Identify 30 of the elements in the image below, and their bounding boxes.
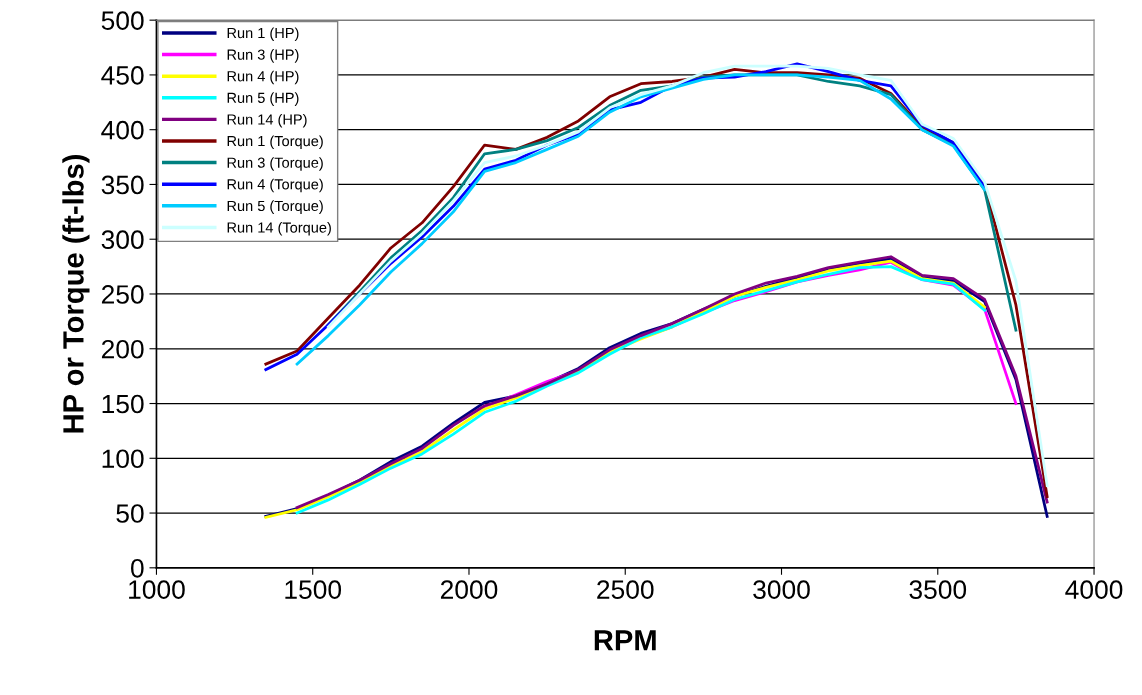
legend-label: Run 14 (HP): [227, 113, 307, 128]
x-axis-title: RPM: [594, 630, 656, 651]
legend-label: Run 1 (Torque): [227, 135, 323, 150]
legend-label: Run 14 (Torque): [227, 221, 331, 236]
y-tick-label: 500: [101, 11, 144, 30]
legend-label: Run 1 (HP): [227, 27, 299, 42]
x-tick-label: 1000: [129, 580, 185, 599]
legend-label: Run 3 (Torque): [227, 157, 323, 171]
y-tick-label: 450: [101, 66, 144, 85]
x-tick-label: 4000: [1065, 580, 1123, 599]
legend-label: Run 4 (Torque): [227, 178, 323, 193]
x-tick-label: 1500: [285, 580, 342, 599]
x-tick-label: 2500: [597, 580, 654, 599]
legend-label: Run 4 (HP): [227, 70, 299, 85]
y-tick-label: 0: [131, 558, 144, 578]
x-tick-label: 2000: [440, 580, 498, 599]
x-tick-label: 3000: [753, 580, 810, 599]
y-axis-title: HP or Torque (ft-lbs): [62, 154, 90, 433]
y-tick-label: 100: [102, 449, 144, 469]
y-tick-label: 200: [101, 339, 144, 359]
x-tick-label: 3500: [909, 580, 967, 599]
legend-label: Run 5 (Torque): [227, 200, 323, 214]
y-tick-label: 250: [101, 285, 144, 304]
y-tick-label: 150: [102, 394, 144, 414]
y-tick-label: 50: [116, 504, 144, 523]
y-tick-label: 350: [101, 175, 144, 195]
legend-label: Run 5 (HP): [227, 92, 299, 106]
y-tick-label: 300: [101, 230, 144, 250]
legend-label: Run 3 (HP): [227, 49, 299, 63]
y-tick-label: 400: [101, 120, 144, 140]
